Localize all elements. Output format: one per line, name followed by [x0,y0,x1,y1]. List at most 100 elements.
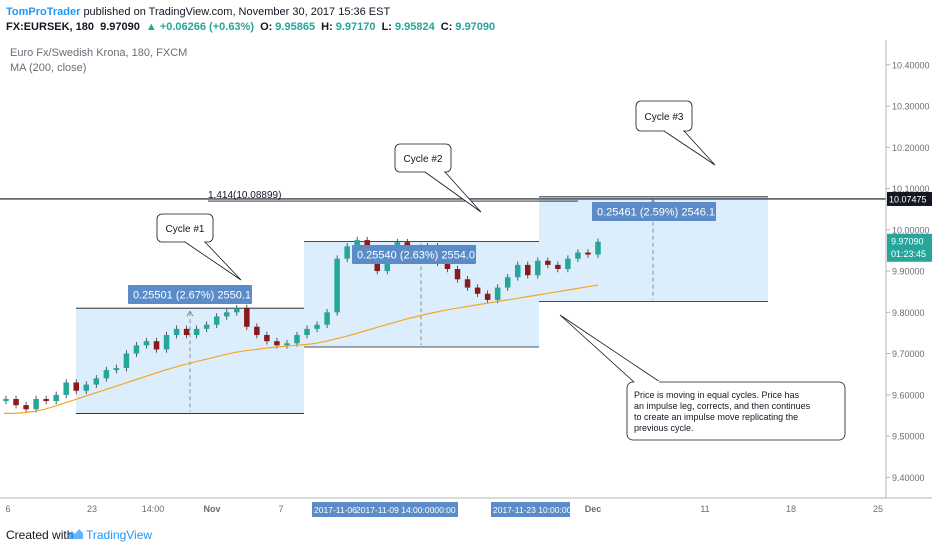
candle-body [213,316,220,325]
low-value: 9.95824 [394,21,435,33]
annotation-tail-join [634,381,660,383]
callout-tail [663,130,716,166]
cycle-callout-label: Cycle #3 [645,112,684,123]
chart-header: TomProTrader published on TradingView.co… [0,0,932,40]
candle-body [304,328,310,336]
candle-body [484,293,491,300]
cycle-measure-badge [352,245,476,264]
cycle-zone [76,308,304,414]
created-with-label: Created with [6,528,74,542]
candle-body [464,279,471,288]
candle-body [344,246,350,259]
time-range-badge [491,502,570,517]
time-range-badge [312,502,458,517]
y-tick-label: 10.10000 [892,184,930,194]
y-tick-label: 10.30000 [892,102,930,112]
publish-line: TomProTrader published on TradingView.co… [6,6,390,18]
callout-tail-join [186,240,204,243]
candle-body [33,398,39,410]
candle-body [183,328,190,336]
cycle-measure-text: 0.25501 (2.67%) 2550.1 [133,290,251,302]
candle-body [203,324,210,329]
candle-body [123,353,130,369]
candle-body [223,312,230,317]
candle-body [444,262,451,269]
candle-body [63,382,69,395]
candle-body [294,335,300,344]
candle-body [153,341,160,350]
candle-body [575,252,581,259]
candle-body [324,312,330,325]
callout-tail [424,171,482,213]
y-tick-label: 9.90000 [892,267,925,277]
price-change: +0.06266 (+0.63%) [159,21,254,33]
x-tick-label: 6 [5,504,10,514]
symbol-label: FX:EURSEK, 180 [6,21,95,33]
y-tick-label: 9.40000 [892,473,925,483]
bar-countdown-text: 01:23:45 [891,249,926,259]
candle-body [474,287,481,294]
time-range-label: 2017-11-09 14:00:00 [356,505,435,515]
candle-body [193,328,200,336]
candle-body [334,258,340,313]
candle-body [234,308,240,313]
publish-info: published on TradingView.com, November 3… [83,6,391,18]
candle-body [454,269,461,280]
candle-body [53,394,59,402]
price-chart[interactable]: 1.414(10.08899) 0.25501 (2.67%) 2550.1 0.2… [0,40,932,520]
x-tick-label: 14:00 [142,504,165,514]
last-price-text: 9.97090 [891,236,924,246]
candle-body [103,370,110,379]
candle-body [525,264,531,276]
chart-area[interactable]: 1.414(10.08899) 0.25501 (2.67%) 2550.1 0.2… [0,40,932,520]
annotation-box[interactable] [626,381,846,441]
time-range-label: :00:00 [432,505,456,515]
candle-body [163,335,170,350]
callout-tail-join [426,170,444,173]
cycle-measure-text: 0.25461 (2.59%) 2546.1 [597,207,715,219]
candle-body [284,343,290,346]
x-tick-label: Nov [203,504,220,514]
level-price-badge [887,191,932,206]
cycle-measure-badge [592,202,716,221]
candle-body [244,308,250,327]
candle-body [143,341,150,346]
ma-line [4,284,599,414]
close-label: C: [440,21,453,33]
candle-body [514,264,521,278]
up-arrow-icon: ▲ [145,21,157,33]
fib-level-label: 1.414(10.08899) [208,190,281,201]
last-price: 9.97090 [100,21,140,33]
tradingview-brand[interactable]: TradingView [86,528,153,542]
callout-tail [184,241,242,281]
open-value: 9.95865 [275,21,316,33]
candle-body [555,264,561,269]
cycle-callout-box[interactable] [635,100,693,132]
y-tick-label: 9.80000 [892,308,925,318]
low-label: L: [381,21,392,33]
cycle-callout-box[interactable] [394,143,452,173]
candle-body [494,287,501,300]
x-tick-label: Dec [585,504,602,514]
tradingview-logo-icon[interactable] [66,527,84,541]
candle-body [535,260,541,276]
candle-body [3,398,9,402]
candle-body [545,260,551,265]
cycle-callout-box[interactable] [156,213,214,243]
candle-body [73,382,79,391]
cycle-measure-badge [128,285,252,304]
x-tick-label: 11 [700,504,709,514]
candle-body [504,277,511,288]
open-label: O: [260,21,273,33]
cycle-measure-arrow [186,310,194,317]
author-link[interactable]: TomProTrader [6,6,81,18]
candle-body [133,345,140,354]
candle-body [354,240,360,247]
candle-body [173,328,180,336]
ohlc-line: FX:EURSEK, 180 9.97090 ▲ +0.06266 (+0.63%… [6,21,498,33]
candle-body [565,258,571,269]
y-tick-label: 9.60000 [892,390,925,400]
x-tick-label: 7 [278,504,283,514]
candle-body [83,384,90,391]
high-label: H: [321,21,333,33]
